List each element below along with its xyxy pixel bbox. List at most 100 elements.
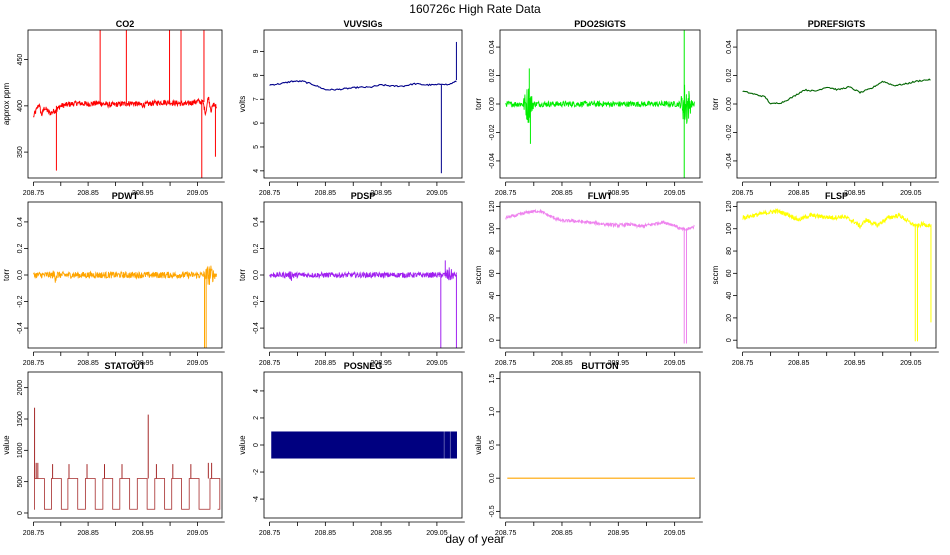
y-axis-label: value [238,435,247,455]
panel-title: BUTTON [581,361,618,371]
y-tick-label: 5 [253,145,260,149]
series-group [34,407,221,510]
y-tick-label: 120 [726,201,733,213]
series-line [34,478,221,510]
y-axis-label: value [2,435,11,455]
y-tick-label: -0.2 [17,295,24,307]
y-tick-label: -0.04 [489,153,496,169]
panel-pdrefsigts: PDREFSIGTS torr -0.04 -0.02 0.00 0.02 0.04 208.… [711,19,939,197]
panel-frame [499,29,701,179]
y-tick-label: -0.2 [253,295,260,307]
x-tick-label: 208.75 [732,360,754,367]
panel-frame [499,371,701,519]
series-group [742,207,932,342]
x-tick-label: 208.95 [608,190,630,197]
y-tick-label: -0.04 [726,153,733,169]
y-axis-label: torr [474,98,483,110]
series-group [271,431,457,459]
x-tick-label: 209.05 [426,360,448,367]
y-tick-label: 80 [726,247,733,255]
y-tick-label: 7 [253,97,260,101]
x-tick-label: 208.75 [23,360,45,367]
panel-co2: CO2 approx ppm 350 400 450 208.75 208.85 208.95… [2,19,225,197]
y-axis-label: torr [238,269,247,281]
y-tick-label: 40 [489,292,496,300]
x-tick-label: 208.75 [732,190,754,197]
x-tick-label: 209.05 [426,190,448,197]
figure-title: 160726c High Rate Data [409,2,541,16]
y-tick-label: -0.5 [489,505,496,517]
x-tick-label: 209.05 [187,190,209,197]
panel-title: PDWT [112,191,139,201]
panel-vuvsigs: VUVSIGs volts 4 5 6 7 8 9 208.75 208.85 208.95 209.… [238,19,465,197]
x-tick-label: 208.85 [77,530,99,537]
y-tick-label: 1000 [17,442,24,458]
y-tick-label: 0.02 [726,69,733,83]
x-tick-label: 209.05 [664,190,686,197]
x-tick-label: 208.95 [608,530,630,537]
y-tick-label: 0.0 [253,270,260,280]
panel-title: FLSP [825,191,848,201]
y-axis-label: sccm [711,265,720,284]
series-line [742,207,931,230]
x-tick-label: 208.95 [844,360,866,367]
x-tick-label: 209.05 [187,530,209,537]
y-tick-label: 350 [17,146,24,158]
x-tick-label: 209.05 [900,190,922,197]
y-tick-label: 400 [17,100,24,112]
series-line [269,267,457,281]
panel-frame [499,201,701,349]
x-tick-label: 208.75 [23,190,45,197]
y-tick-label: 0 [489,338,496,342]
y-tick-label: 120 [489,201,496,213]
x-tick-label: 208.95 [132,530,154,537]
x-tick-label: 208.75 [23,530,45,537]
panel-pdsp: PDSP torr -0.4 -0.2 0.0 0.2 0.4 208.75 208.85 208… [238,191,465,367]
series-group [505,208,695,344]
x-tick-label: 208.85 [315,190,337,197]
panel-frame [27,201,223,349]
y-axis-label: torr [711,98,720,110]
x-tick-label: 208.95 [370,360,392,367]
y-tick-label: 0.0 [489,473,496,483]
y-tick-label: 0 [17,511,24,515]
panel-flsp: FLSP sccm 0 20 40 60 80 100 120 208.75 208.85 208.9… [711,191,939,367]
x-tick-label: 209.05 [664,360,686,367]
y-tick-label: -4 [253,496,260,502]
panel-title: VUVSIGs [343,19,382,29]
panel-frame [263,371,463,519]
y-tick-label: 1500 [17,411,24,427]
series-line [33,96,217,118]
y-tick-label: 100 [489,223,496,235]
y-tick-label: -0.02 [726,124,733,140]
panel-frame [263,29,463,179]
panel-title: CO2 [116,19,135,29]
y-tick-label: 0.04 [726,40,733,54]
y-tick-label: 450 [17,54,24,66]
x-tick-label: 208.85 [315,360,337,367]
series-group [742,78,931,105]
y-tick-label: 0 [253,443,260,447]
panel-frame [27,371,223,519]
y-tick-label: -0.4 [17,322,24,334]
x-tick-label: 208.75 [495,360,517,367]
panel-button: BUTTON value -0.5 0.0 0.5 1.0 1.5 208.75 208.85 2… [474,361,703,537]
y-tick-label: -0.4 [253,322,260,334]
panel-title: STATOUT [105,361,146,371]
panel-flwt: FLWT sccm 0 20 40 60 80 100 120 208.75 208.85 208.9… [474,191,703,367]
series-line [505,208,695,232]
y-tick-label: 0.0 [17,270,24,280]
y-tick-label: 0.00 [726,97,733,111]
x-tick-label: 208.85 [77,190,99,197]
y-tick-label: -2 [253,469,260,475]
y-tick-label: 6 [253,121,260,125]
y-tick-label: -0.02 [489,124,496,140]
y-tick-label: 9 [253,49,260,53]
panel-frame [736,201,937,349]
x-tick-label: 208.75 [495,530,517,537]
y-axis-label: approx ppm [2,83,11,126]
x-tick-label: 208.85 [77,360,99,367]
series-area [271,431,457,459]
panel-statout: STATOUT value 0 500 1000 1500 2000 208.75 208.85… [2,361,225,537]
x-tick-label: 208.75 [259,190,281,197]
